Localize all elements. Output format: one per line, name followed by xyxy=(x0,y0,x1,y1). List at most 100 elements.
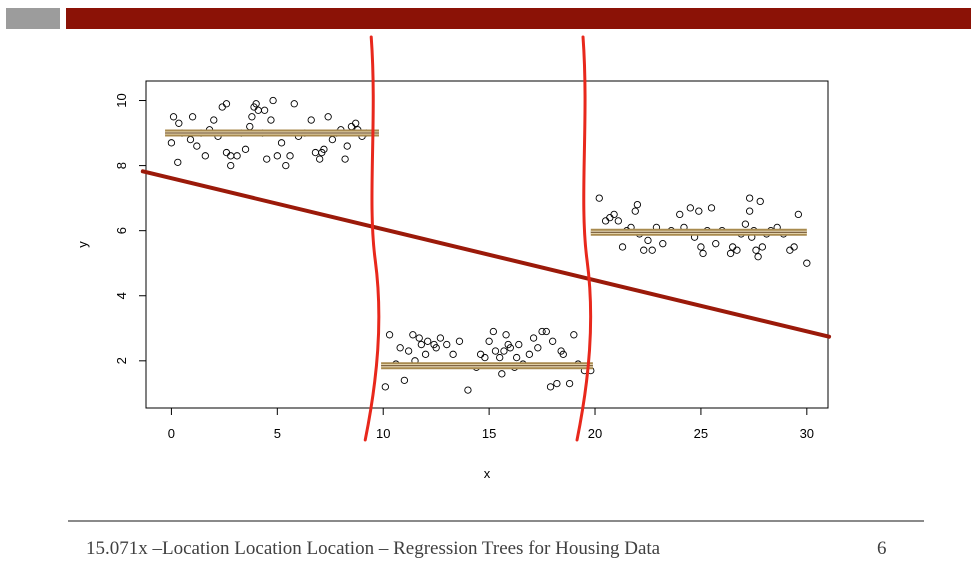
data-point xyxy=(443,340,451,349)
data-point xyxy=(648,246,656,254)
data-point xyxy=(417,340,425,349)
data-point xyxy=(188,113,197,121)
data-point xyxy=(311,148,320,157)
data-point xyxy=(745,194,754,202)
data-point xyxy=(752,246,760,254)
data-point xyxy=(282,161,290,170)
data-point xyxy=(222,148,231,157)
data-point xyxy=(695,207,703,215)
data-point xyxy=(320,145,328,153)
data-point xyxy=(525,350,534,358)
data-point xyxy=(328,135,337,144)
data-point xyxy=(741,220,750,228)
data-point xyxy=(432,344,440,352)
data-point xyxy=(254,106,262,114)
data-point xyxy=(502,331,510,339)
data-point xyxy=(538,327,546,336)
data-point xyxy=(529,334,538,342)
data-point xyxy=(500,347,508,355)
data-point xyxy=(733,246,741,254)
data-point xyxy=(485,337,493,345)
regression-line-layer xyxy=(140,169,832,339)
x-tick-label: 5 xyxy=(274,426,281,441)
data-point xyxy=(686,204,694,212)
data-points xyxy=(167,96,811,394)
data-point xyxy=(269,96,277,105)
x-tick-label: 15 xyxy=(482,426,496,441)
data-point xyxy=(659,240,667,248)
data-point xyxy=(174,158,182,166)
x-axis-label: x xyxy=(484,466,491,481)
footer-text: 15.071x –Location Location Location – Re… xyxy=(86,538,661,559)
data-point xyxy=(186,135,195,144)
data-point xyxy=(193,142,201,150)
data-point xyxy=(381,383,389,391)
split-mark xyxy=(363,35,381,442)
data-point xyxy=(175,119,183,127)
data-point xyxy=(754,253,762,261)
data-point xyxy=(316,155,324,163)
data-point xyxy=(549,337,557,345)
x-tick-label: 20 xyxy=(588,426,602,441)
data-point xyxy=(273,152,281,160)
data-point xyxy=(515,340,523,349)
header-red-bar xyxy=(66,8,971,29)
data-point xyxy=(745,207,754,215)
data-point xyxy=(794,210,802,219)
page-number: 6 xyxy=(877,538,887,559)
split-mark xyxy=(575,35,593,442)
data-point xyxy=(606,214,614,222)
data-point xyxy=(595,194,603,202)
data-point xyxy=(210,116,218,124)
data-point xyxy=(421,350,430,358)
x-tick-label: 10 xyxy=(376,426,390,441)
data-point xyxy=(790,243,798,251)
data-point xyxy=(307,116,315,124)
data-point xyxy=(644,236,652,245)
data-point xyxy=(506,344,514,352)
data-point xyxy=(546,383,555,391)
data-point xyxy=(267,116,275,124)
data-point xyxy=(409,331,417,339)
data-point xyxy=(415,334,423,342)
data-point xyxy=(553,379,561,388)
y-tick-label: 10 xyxy=(114,93,129,107)
data-point xyxy=(222,100,231,108)
data-point xyxy=(542,327,550,336)
data-point xyxy=(729,243,737,251)
data-point xyxy=(241,145,250,153)
regression-line xyxy=(140,169,832,339)
x-tick-label: 30 xyxy=(800,426,814,441)
data-point xyxy=(343,142,351,150)
data-point xyxy=(707,204,716,212)
data-point xyxy=(786,246,794,254)
x-tick-label: 0 xyxy=(168,426,175,441)
data-point xyxy=(476,350,485,358)
data-point xyxy=(167,139,176,147)
data-point xyxy=(491,347,500,355)
footer-divider xyxy=(68,520,924,522)
data-point xyxy=(498,370,506,378)
data-point xyxy=(263,155,271,163)
data-point xyxy=(633,200,642,209)
data-point xyxy=(614,217,622,225)
data-point xyxy=(218,103,226,111)
data-point xyxy=(324,113,332,121)
y-tick-label: 8 xyxy=(114,162,129,169)
data-point xyxy=(277,139,286,147)
data-point xyxy=(352,119,360,127)
plot-frame xyxy=(145,80,829,409)
data-point xyxy=(233,152,241,160)
plot-axes: 0 5 10 15 20 25 30 2 4 6 8 10 x y xyxy=(75,80,829,481)
data-point xyxy=(286,152,294,160)
data-point xyxy=(227,152,235,160)
data-point xyxy=(385,331,394,339)
data-point xyxy=(436,334,445,342)
data-point xyxy=(756,197,764,206)
leaf-mean-lines xyxy=(165,129,807,370)
data-point xyxy=(640,246,648,254)
data-point xyxy=(601,217,610,225)
data-point xyxy=(260,106,269,114)
data-point xyxy=(618,243,627,251)
data-point xyxy=(803,259,811,267)
